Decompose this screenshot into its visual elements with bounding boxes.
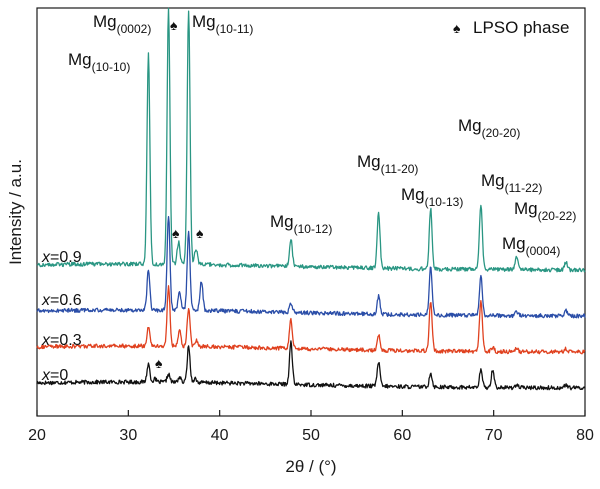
- y-axis-title: Intensity / a.u.: [6, 159, 25, 265]
- x-tick-label: 40: [211, 427, 229, 444]
- series-label-x0: x=0: [41, 367, 68, 384]
- series-line-x06: [36, 215, 586, 319]
- peak-label-20-20: Mg(20-20): [458, 116, 520, 140]
- series-line-x0: [36, 340, 586, 391]
- x-tick-label: 60: [393, 427, 411, 444]
- series-line-x03: [36, 285, 586, 355]
- peak-label-10-11: Mg(10-11): [192, 12, 253, 36]
- peak-label-11-22: Mg(11-22): [481, 171, 542, 195]
- x-axis-ticks: 20 30 40 50 60 70 80: [28, 410, 594, 444]
- series-label-x06: x=0.6: [41, 292, 82, 309]
- legend: ♠ LPSO phase: [453, 18, 569, 37]
- x-tick-label: 30: [119, 427, 137, 444]
- svg-text:x=0.9: x=0.9: [41, 249, 82, 266]
- x-tick-label: 70: [485, 427, 503, 444]
- x-axis-title: 2θ / (°): [285, 457, 336, 476]
- series-label-x03: x=0.3: [41, 332, 82, 349]
- series-line-x09: [36, 7, 586, 273]
- peak-label-20-22: Mg(20-22): [514, 199, 576, 223]
- lpso-marker-x09-a: ♠: [172, 225, 180, 241]
- lpso-marker-x09-b: ♠: [196, 225, 204, 241]
- x-tick-label: 20: [28, 427, 46, 444]
- series-label-x09: x=0.9: [41, 249, 82, 266]
- svg-text:x=0: x=0: [41, 367, 68, 384]
- lpso-marker-top: ♠: [170, 17, 178, 33]
- peak-label-10-10: Mg(10-10): [68, 50, 130, 74]
- lpso-legend-icon: ♠: [453, 20, 461, 36]
- lpso-legend-text: LPSO phase: [473, 18, 569, 37]
- peak-label-0002: Mg(0002): [93, 12, 151, 36]
- svg-text:x=0.3: x=0.3: [41, 332, 82, 349]
- peak-label-0004: Mg(0004): [502, 234, 560, 258]
- x-tick-label: 50: [302, 427, 320, 444]
- lpso-marker-x0: ♠: [155, 355, 163, 371]
- svg-text:x=0.6: x=0.6: [41, 292, 82, 309]
- peak-label-10-12: Mg(10-12): [270, 212, 332, 236]
- series-traces: [36, 7, 586, 391]
- peak-label-10-13: Mg(10-13): [401, 185, 463, 209]
- peak-label-11-20: Mg(11-20): [357, 152, 418, 176]
- x-tick-label: 80: [576, 427, 594, 444]
